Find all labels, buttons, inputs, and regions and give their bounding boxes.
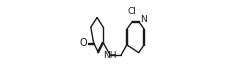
Text: N: N — [140, 15, 147, 24]
Text: O: O — [79, 38, 87, 48]
Text: Cl: Cl — [128, 7, 137, 16]
Text: NH: NH — [103, 51, 117, 60]
